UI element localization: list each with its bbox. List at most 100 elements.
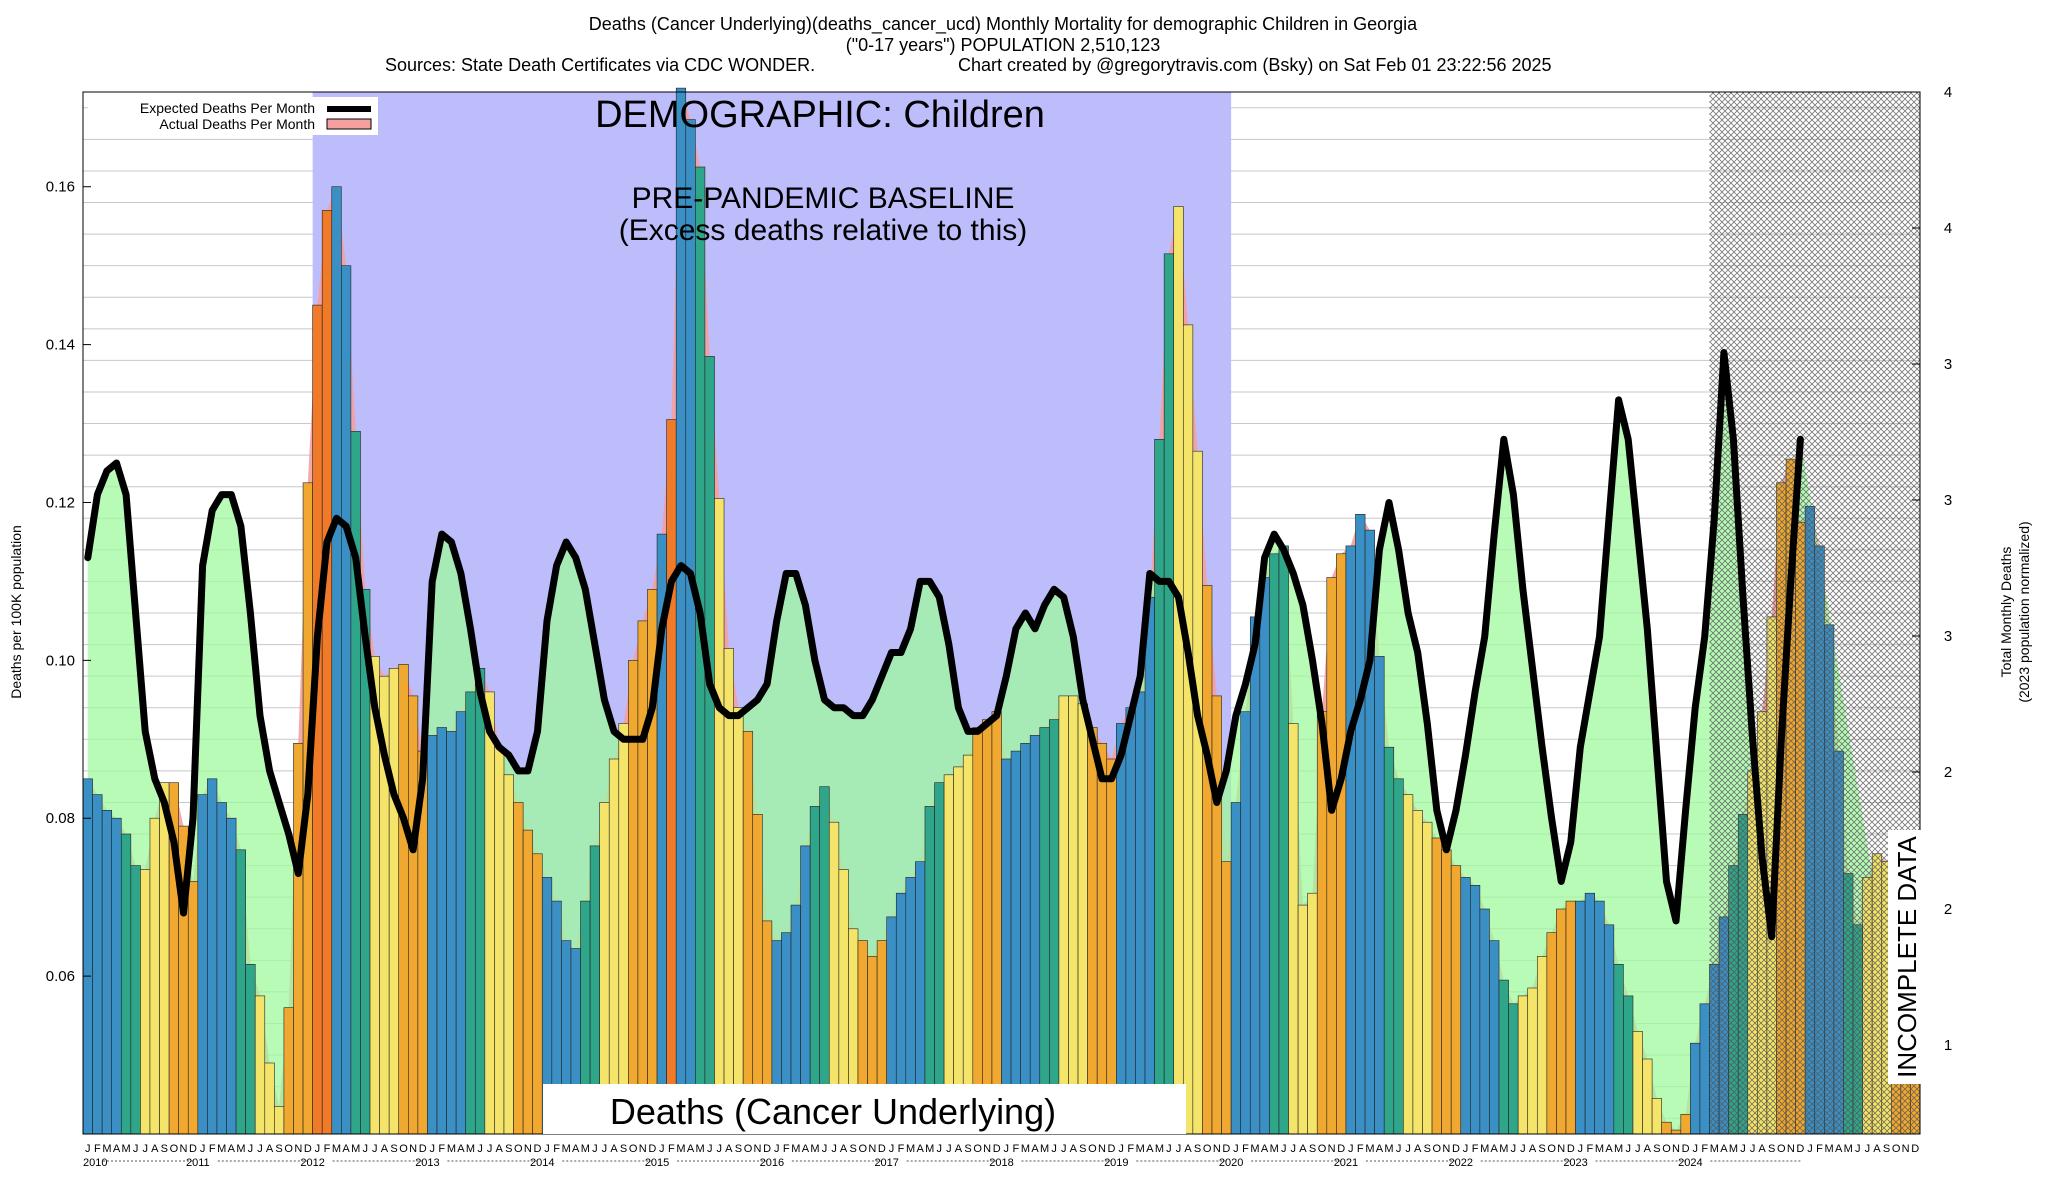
bar <box>1498 979 1509 1135</box>
bar <box>742 731 754 1135</box>
baseline-label-line-2: (Excess deaths relative to this) <box>619 214 1028 247</box>
bar <box>1211 695 1222 1135</box>
bar <box>714 498 725 1135</box>
x-month-label: J <box>946 1143 952 1155</box>
bar <box>1546 932 1557 1135</box>
bar <box>532 853 543 1135</box>
x-month-label: J <box>717 1143 723 1155</box>
x-month-label: F <box>553 1143 560 1155</box>
x-month-label: O <box>1662 1143 1671 1155</box>
y-right-tick-label: 4 <box>1944 84 1952 101</box>
x-year-label: 2021 <box>1334 1157 1358 1169</box>
x-month-label: J <box>1166 1143 1172 1155</box>
bar <box>1565 900 1576 1135</box>
x-month-label: J <box>1051 1143 1057 1155</box>
legend-actual-swatch <box>326 118 372 130</box>
x-month-label: J <box>477 1143 483 1155</box>
y-left-tick-label: 0.14 <box>46 337 75 354</box>
x-month-label: A <box>228 1143 236 1155</box>
bar <box>1297 904 1308 1135</box>
y-left-tick-label: 0.10 <box>46 652 75 669</box>
x-month-label: O <box>1777 1143 1786 1155</box>
x-month-label: M <box>906 1143 915 1155</box>
bar <box>1058 695 1069 1135</box>
x-year-label: 2019 <box>1104 1157 1128 1169</box>
x-month-label: S <box>1194 1143 1201 1155</box>
x-month-label: A <box>1605 1143 1613 1155</box>
bar <box>187 881 199 1135</box>
x-year-label: 2011 <box>186 1157 210 1169</box>
y-right-tick-label: 1 <box>1944 1037 1952 1054</box>
title-line-3-right: Chart created by @gregorytravis.com (Bsk… <box>958 55 1552 75</box>
x-month-label: S <box>850 1143 857 1155</box>
x-month-label: F <box>1472 1143 1479 1155</box>
bar <box>522 829 533 1135</box>
bar <box>111 817 122 1135</box>
x-month-label: S <box>390 1143 397 1155</box>
x-month-label: A <box>1491 1143 1499 1155</box>
bar <box>264 1062 275 1135</box>
bar <box>1230 802 1242 1135</box>
x-year-label: 2020 <box>1219 1157 1243 1169</box>
x-month-label: D <box>648 1143 656 1155</box>
bar <box>1383 746 1395 1135</box>
x-month-label: M <box>1040 1143 1049 1155</box>
x-month-label: J <box>1520 1143 1526 1155</box>
bar <box>1096 742 1108 1135</box>
bar <box>1403 794 1414 1135</box>
x-month-label: A <box>1644 1143 1652 1155</box>
y-right-axis-label-2: (2023 population normalized) <box>2016 521 2032 702</box>
x-month-label: N <box>983 1143 991 1155</box>
x-year-label: 2016 <box>760 1157 784 1169</box>
x-month-label: A <box>1758 1143 1766 1155</box>
x-month-label: J <box>822 1143 828 1155</box>
x-month-label: S <box>505 1143 512 1155</box>
x-month-label: O <box>284 1143 293 1155</box>
x-month-label: M <box>562 1143 571 1155</box>
bar <box>159 782 170 1135</box>
x-month-label: S <box>964 1143 971 1155</box>
bar <box>474 667 486 1135</box>
x-month-label: A <box>687 1143 695 1155</box>
bar <box>1087 727 1098 1135</box>
bar <box>82 778 93 1135</box>
x-month-label: A <box>1414 1143 1422 1155</box>
x-month-label: F <box>324 1143 331 1155</box>
bar <box>92 794 103 1135</box>
title-line-1: Deaths (Cancer Underlying)(deaths_cancer… <box>589 14 1418 35</box>
x-month-label: A <box>496 1143 504 1155</box>
bar <box>331 186 342 1135</box>
x-axis-years: 2010 2011 2012 2013 2014 2015 2016 2017 2018 2019… <box>83 1157 1802 1169</box>
x-month-label: M <box>1155 1143 1164 1155</box>
x-month-label: M <box>332 1143 341 1155</box>
bar <box>1508 1003 1519 1135</box>
x-month-label: D <box>1337 1143 1345 1155</box>
bar <box>293 742 304 1135</box>
legend-expected-label: Expected Deaths Per Month <box>140 100 315 116</box>
bar <box>1489 940 1500 1135</box>
x-month-label: A <box>342 1143 350 1155</box>
bar <box>341 265 352 1135</box>
x-month-label: O <box>859 1143 868 1155</box>
bar <box>1575 900 1586 1135</box>
x-month-label: J <box>1281 1143 1287 1155</box>
x-month-label: J <box>1061 1143 1067 1155</box>
x-month-label: J <box>1855 1143 1861 1155</box>
bar <box>436 727 447 1135</box>
x-month-label: J <box>1233 1143 1239 1155</box>
x-month-label: O <box>744 1143 753 1155</box>
bar <box>1020 742 1031 1135</box>
x-month-label: D <box>1567 1143 1575 1155</box>
x-month-label: A <box>802 1143 810 1155</box>
x-month-label: D <box>993 1143 1001 1155</box>
bar <box>1259 577 1270 1135</box>
x-month-label: S <box>1538 1143 1545 1155</box>
baseline-label-line-1: PRE-PANDEMIC BASELINE <box>632 182 1015 215</box>
x-month-label: N <box>1213 1143 1221 1155</box>
y-right-tick-label: 3 <box>1944 356 1952 373</box>
x-month-label: A <box>266 1143 274 1155</box>
x-month-label: F <box>898 1143 905 1155</box>
bar <box>1202 585 1213 1135</box>
bar <box>666 419 677 1135</box>
